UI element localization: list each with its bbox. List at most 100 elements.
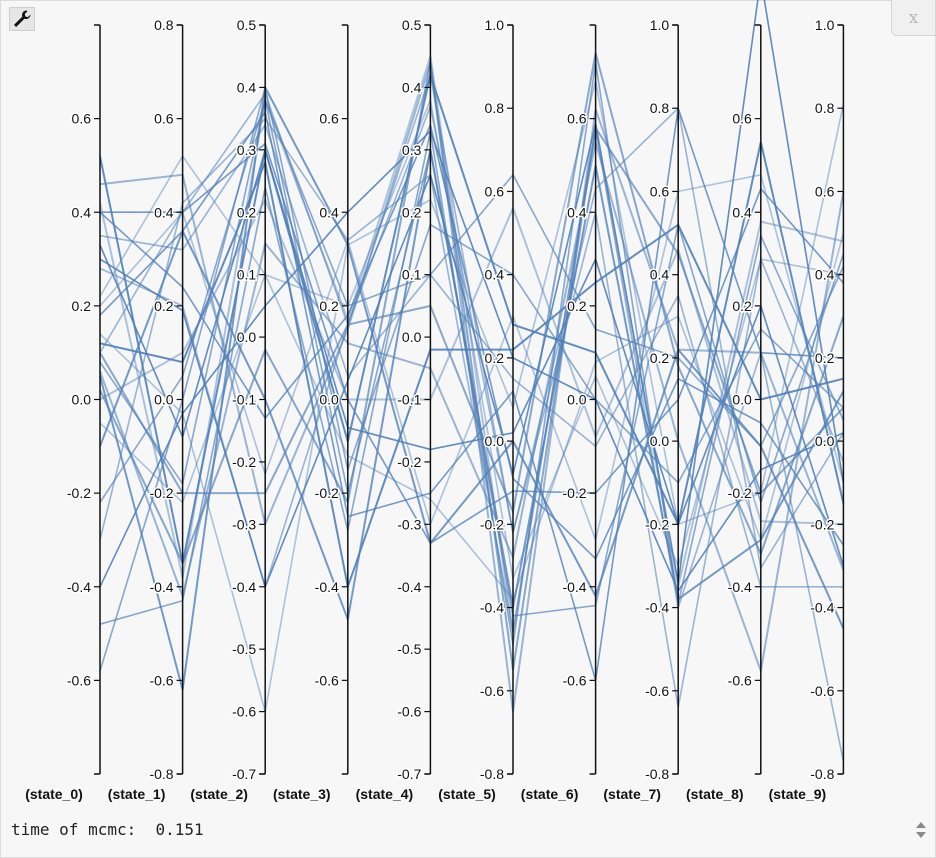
axis-label: (state_4) [356,786,414,802]
up-down-arrows-icon[interactable] [914,820,928,840]
tick-label: -0.8 [149,766,173,782]
sample-line [99,96,844,582]
tick-label: 0.1 [237,267,257,283]
tick-label: -0.3 [397,516,421,532]
tick-label: 0.6 [154,111,174,127]
sample-line [99,129,844,593]
tick-label: -0.2 [149,485,173,501]
axis-0[interactable]: 0.6 0.4 0.2 0.0 -0.2 -0.4 -0.6 (state_0) [25,24,101,802]
axis-label: (state_6) [521,786,579,802]
axis-label: (state_7) [603,786,661,802]
tick-label: 0.3 [237,142,257,158]
tick-label: -0.4 [397,579,421,595]
tick-label: 0.6 [650,183,670,199]
tick-label: -0.7 [397,766,421,782]
axis-1[interactable]: 0.8 0.6 0.4 0.2 0.0 -0.2 -0.4 -0.6 -0.8 (state_1) [108,16,184,802]
tick-label: 0.5 [402,17,422,33]
tick-label: 0.5 [237,17,257,33]
tick-label: 0.4 [402,79,422,95]
tick-label: 0.6 [732,111,752,127]
tick-label: 0.4 [154,204,174,220]
tick-label: 0.1 [402,267,422,283]
close-icon: x [908,7,919,28]
tick-label: 0.4 [237,79,257,95]
axis-2[interactable]: 0.5 0.4 0.3 0.2 0.1 0.0 -0.1 -0.2 -0.3 -0.4 -0.5 -0… [190,16,266,802]
tick-label: 0.2 [815,350,835,366]
tick-label: 0.0 [154,392,174,408]
tick-label: 0.0 [72,392,92,408]
sample-line [99,154,845,601]
tick-label: 0.4 [732,204,752,220]
tick-label: -0.4 [562,579,586,595]
tick-label: 0.0 [319,392,339,408]
wrench-icon [14,10,31,27]
tick-label: -0.6 [397,704,421,720]
axis-label: (state_2) [190,786,248,802]
sample-lines [99,0,845,762]
tick-label: 0.0 [485,433,505,449]
tick-label: -0.6 [149,672,173,688]
tick-label: 0.0 [815,433,835,449]
axis-4[interactable]: 0.5 0.4 0.3 0.2 0.1 0.0 -0.1 -0.2 -0.3 -0.4 -0.5 -0… [356,16,432,802]
tick-label: -0.4 [810,600,834,616]
tick-label: -0.2 [645,516,669,532]
tick-label: -0.2 [562,485,586,501]
tick-label: -0.6 [67,672,91,688]
tick-label: -0.1 [232,392,256,408]
sample-line [99,158,844,591]
axis-label: (state_0) [25,786,83,802]
tick-label: -0.5 [397,641,421,657]
tick-label: 0.8 [815,100,835,116]
tick-label: -0.4 [232,579,256,595]
mcmc-time-readout: time of mcmc: 0.151 [11,820,204,839]
sample-line [99,91,845,571]
status-label: time of mcmc: [11,820,137,839]
tick-label: 0.4 [567,204,587,220]
tick-label: -0.4 [315,579,339,595]
tick-label: -0.6 [232,704,256,720]
tick-label: 0.4 [815,267,835,283]
tick-label: 0.0 [650,433,670,449]
tick-label: 0.0 [402,329,422,345]
axis-3[interactable]: 0.6 0.4 0.2 0.0 -0.2 -0.4 -0.6 (state_3) [273,24,349,802]
sample-line [99,99,845,617]
status-value: 0.151 [155,820,204,839]
sample-line [99,55,844,633]
tick-label: 0.0 [732,392,752,408]
axis-9[interactable]: 1.0 0.8 0.6 0.4 0.2 0.0 -0.2 -0.4 -0.6 -0.8 (state… [769,16,845,802]
tick-label: 0.2 [154,298,174,314]
sample-line [99,71,845,564]
tick-label: 0.2 [319,298,339,314]
tick-label: -0.5 [232,641,256,657]
tick-label: 0.8 [154,17,174,33]
axis-label: (state_1) [108,786,166,802]
sample-line [99,107,844,681]
tick-label: -0.3 [232,516,256,532]
sample-line [99,123,844,588]
axis-5[interactable]: 1.0 0.8 0.6 0.4 0.2 0.0 -0.2 -0.4 -0.6 -0.8 (state… [438,16,514,802]
sample-line [99,84,845,690]
axis-7[interactable]: 1.0 0.8 0.6 0.4 0.2 0.0 -0.2 -0.4 -0.6 -0.8 (state… [603,16,679,802]
tick-label: 1.0 [485,17,505,33]
tick-label: 0.0 [237,329,257,345]
tick-label: -0.2 [232,454,256,470]
tick-label: -0.4 [480,600,504,616]
axes: 0.6 0.4 0.2 0.0 -0.2 -0.4 -0.6 (state_0) 0.8 0.6 0… [25,16,845,802]
close-button[interactable]: x [891,0,936,36]
tick-label: 0.6 [319,111,339,127]
tick-label: 0.2 [650,350,670,366]
tick-label: -0.6 [562,672,586,688]
tick-label: -0.2 [480,516,504,532]
axis-6[interactable]: 0.6 0.4 0.2 0.0 -0.2 -0.4 -0.6 (state_6) [521,24,597,802]
tick-label: 0.4 [319,204,339,220]
tick-label: 0.2 [237,204,257,220]
tick-label: -0.4 [645,600,669,616]
tool-button[interactable] [9,7,35,31]
tick-label: -0.8 [645,766,669,782]
axis-8[interactable]: 0.6 0.4 0.2 0.0 -0.2 -0.4 -0.6 (state_8) [686,24,762,802]
tick-label: 0.2 [567,298,587,314]
tick-label: -0.6 [810,683,834,699]
sample-line [99,122,845,561]
tick-label: 0.4 [485,267,505,283]
